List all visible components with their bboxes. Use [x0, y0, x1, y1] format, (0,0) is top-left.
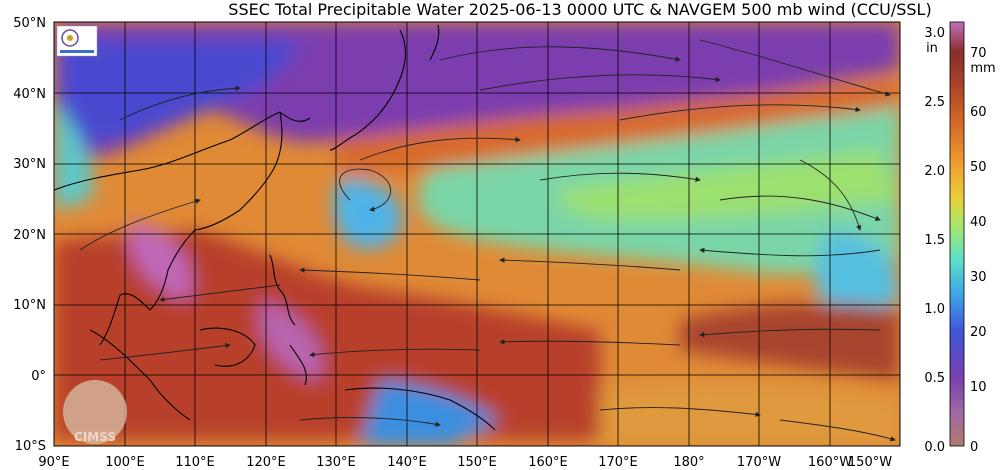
lon-label-160e: 160°E	[528, 455, 568, 470]
mm-tick-30: 30	[970, 270, 987, 285]
colorbar-inch-ticks: 3.0 2.5 2.0 1.5 1.0 0.5 0.0	[924, 26, 945, 455]
lon-label-90e: 90°E	[38, 455, 69, 470]
cimss-logo-text: CIMSS	[74, 430, 116, 444]
lon-label-170e: 170°E	[598, 455, 638, 470]
mm-tick-20: 20	[970, 325, 987, 340]
precipitable-water-field	[54, 22, 900, 446]
mm-tick-40: 40	[970, 215, 987, 230]
lat-label-10s: 10°S	[15, 439, 46, 454]
colorbar-mm-unit: mm	[970, 61, 995, 76]
inch-tick-1-0: 1.0	[924, 302, 945, 317]
colorbar-inch-unit: in	[926, 41, 938, 56]
mm-tick-50: 50	[970, 160, 987, 175]
lat-label-40n: 40°N	[13, 87, 46, 102]
lon-label-170w: 170°W	[737, 455, 781, 470]
colorbar-mm-ticks: 70 60 50 40 30 20 10 0	[970, 46, 987, 455]
inch-tick-2-5: 2.5	[924, 95, 945, 110]
graticule	[54, 22, 900, 446]
lat-label-equator: 0°	[31, 369, 46, 384]
lon-label-140e: 140°E	[387, 455, 427, 470]
cimss-logo: CIMSS	[63, 380, 127, 444]
lat-label-10n: 10°N	[13, 298, 46, 313]
lon-label-180: 180°	[673, 455, 704, 470]
ssec-logo	[56, 25, 98, 57]
lon-label-110e: 110°E	[175, 455, 215, 470]
lon-label-120e: 120°E	[246, 455, 286, 470]
lon-label-130e: 130°E	[316, 455, 356, 470]
latitude-axis: 50°N 40°N 30°N 20°N 10°N 0° 10°S	[13, 16, 46, 454]
title-text: SSEC Total Precipitable Water 2025-06-13…	[228, 0, 932, 19]
colorbar-gradient	[949, 21, 965, 447]
inch-tick-3-0: 3.0	[924, 26, 945, 41]
map-title: SSEC Total Precipitable Water 2025-06-13…	[0, 0, 1000, 20]
inch-tick-1-5: 1.5	[924, 233, 945, 248]
wind-streamlines	[79, 39, 896, 442]
lon-label-100e: 100°E	[105, 455, 145, 470]
colorbar: in mm 3.0 2.5 2.0 1.5 1.0 0.5 0.0 70 60 …	[924, 21, 996, 455]
inch-tick-0-0: 0.0	[924, 440, 945, 455]
lat-label-20n: 20°N	[13, 228, 46, 243]
lat-label-50n: 50°N	[13, 16, 46, 31]
lat-label-30n: 30°N	[13, 157, 46, 172]
longitude-axis: 90°E 100°E 110°E 120°E 130°E 140°E 150°E…	[38, 455, 892, 470]
mm-tick-60: 60	[970, 105, 987, 120]
mm-tick-70: 70	[970, 46, 987, 61]
inch-tick-0-5: 0.5	[924, 371, 945, 386]
lon-label-160w: 160°W	[808, 455, 852, 470]
mm-tick-10: 10	[970, 380, 987, 395]
coastlines	[54, 24, 496, 431]
lon-label-150w: 150°W	[848, 455, 892, 470]
map-frame	[53, 21, 901, 447]
mm-tick-0: 0	[970, 440, 978, 455]
inch-tick-2-0: 2.0	[924, 164, 945, 179]
lon-label-150e: 150°E	[457, 455, 497, 470]
